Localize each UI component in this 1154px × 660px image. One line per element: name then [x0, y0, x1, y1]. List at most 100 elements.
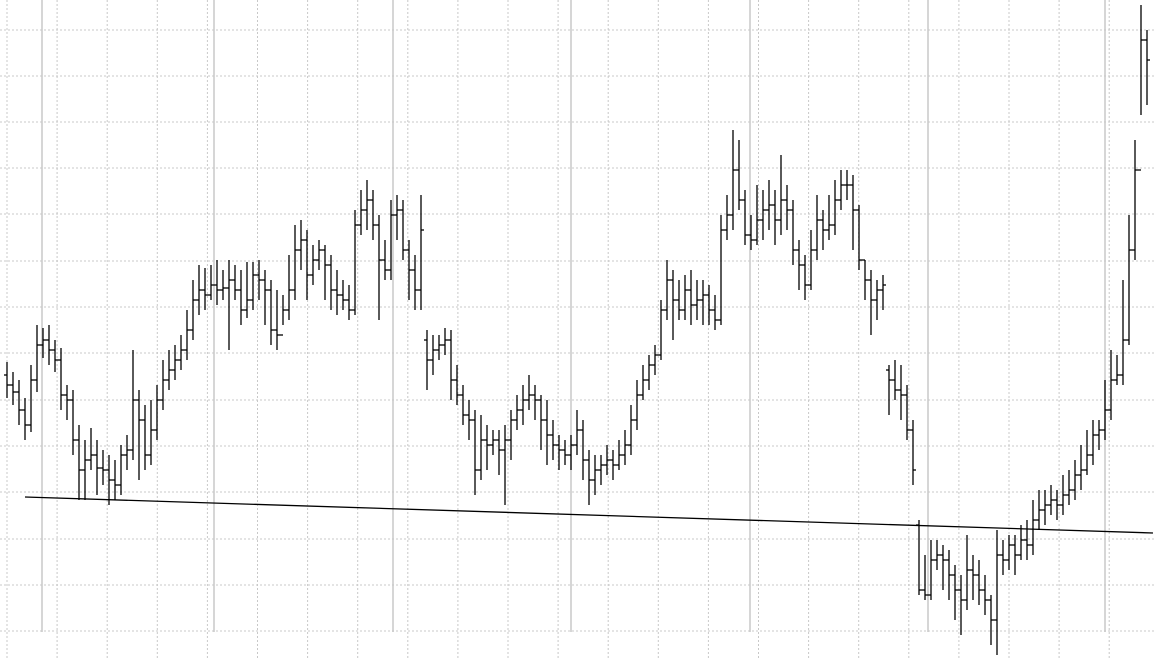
ohlc-bar — [778, 155, 784, 235]
ohlc-bar — [316, 240, 322, 270]
ohlc-bar — [742, 190, 748, 245]
ohlc-bar — [1048, 485, 1054, 515]
ohlc-bar — [676, 280, 682, 320]
ohlc-bar — [508, 410, 514, 460]
ohlc-bar — [748, 215, 754, 250]
ohlc-bar — [238, 270, 244, 325]
ohlc-bar — [1084, 430, 1090, 475]
ohlc-bar — [892, 360, 898, 400]
ohlc-bar — [496, 430, 502, 475]
ohlc-bar — [850, 175, 856, 250]
ohlc-bar — [298, 220, 304, 270]
ohlc-bar — [592, 455, 598, 495]
ohlc-bar — [262, 270, 268, 325]
ohlc-bar — [46, 325, 52, 365]
ohlc-bar — [1000, 540, 1006, 575]
ohlc-bar — [124, 435, 130, 470]
ohlc-bar — [484, 425, 490, 470]
ohlc-bar — [604, 445, 610, 475]
ohlc-bar — [370, 190, 376, 240]
ohlc-bar — [82, 440, 88, 500]
ohlc-bar — [658, 300, 664, 360]
ohlc-bar — [502, 425, 508, 505]
ohlc-bar — [598, 455, 604, 485]
ohlc-bar — [1036, 490, 1042, 530]
ohlc-bar — [934, 540, 940, 570]
ohlc-bar — [214, 260, 220, 305]
ohlc-bar — [970, 555, 976, 600]
ohlc-bar — [160, 360, 166, 410]
ohlc-bar — [994, 530, 1000, 655]
ohlc-bar — [982, 575, 988, 615]
ohlc-bar — [574, 410, 580, 455]
ohlc-bar — [460, 385, 466, 425]
ohlc-bar — [202, 268, 208, 310]
ohlc-bar — [580, 420, 586, 480]
ohlc-bar — [868, 270, 874, 335]
ohlc-bar — [808, 230, 814, 290]
ohlc-bar — [670, 270, 676, 340]
ohlc-bar — [904, 385, 910, 440]
ohlc-bar — [358, 190, 364, 235]
ohlc-bar — [1090, 420, 1096, 465]
ohlc-bar — [898, 365, 904, 420]
ohlc-bar — [736, 140, 742, 210]
ohlc-bar — [232, 265, 238, 300]
ohlc-bar — [220, 270, 226, 300]
ohlc-bar — [58, 348, 64, 410]
ohlc-bar — [400, 200, 406, 260]
ohlc-bar — [814, 195, 820, 260]
ohlc-bar — [418, 195, 424, 310]
ohlc-bar — [250, 262, 256, 310]
ohlc-bar — [874, 280, 880, 320]
ohlc-bar — [526, 375, 532, 410]
ohlc-bar — [1030, 500, 1036, 555]
ohlc-bar — [178, 335, 184, 370]
ohlc-bar — [10, 372, 16, 405]
ohlc-bar — [694, 280, 700, 320]
ohlc-bar — [310, 245, 316, 285]
ohlc-bar — [952, 565, 958, 620]
ohlc-bar — [664, 260, 670, 320]
ohlc-bar — [700, 280, 706, 325]
ohlc-bar — [172, 345, 178, 380]
ohlc-bar — [856, 205, 862, 270]
ohlc-bar — [1126, 215, 1132, 345]
ohlc-bar — [652, 345, 658, 375]
ohlc-bar — [1114, 355, 1120, 385]
ohlc-bar — [640, 365, 646, 400]
ohlc-bar — [304, 230, 310, 300]
ohlc-bar — [616, 440, 622, 470]
ohlc-bar — [142, 405, 148, 470]
ohlc-bar — [556, 435, 562, 470]
ohlc-bar — [1096, 420, 1102, 450]
ohlc-bar — [1042, 490, 1048, 525]
ohlc-bar — [34, 325, 40, 392]
ohlc-bar — [964, 535, 970, 610]
ohlc-bar — [946, 550, 952, 600]
ohlc-bar — [1132, 140, 1138, 260]
ohlc-bar — [634, 380, 640, 430]
ohlc-bar — [346, 285, 352, 320]
ohlc-bar — [148, 400, 154, 465]
ohlc-bar — [610, 450, 616, 480]
ohlc-bar — [226, 260, 232, 350]
ohlc-bar — [76, 425, 82, 500]
ohlc-bar — [190, 280, 196, 340]
ohlc-bar — [352, 210, 358, 315]
ohlc-bar — [712, 295, 718, 330]
ohlc-bar — [430, 335, 436, 375]
ohlc-bar — [520, 385, 526, 425]
ohlc-bar — [256, 260, 262, 300]
ohlc-bar — [286, 255, 292, 320]
ohlc-bar — [754, 185, 760, 245]
ohlc-bar — [388, 200, 394, 280]
ohlc-bar — [544, 400, 550, 465]
ohlc-bar — [1066, 470, 1072, 505]
ohlc-bar — [184, 310, 190, 360]
ohlc-bar — [118, 445, 124, 495]
ohlc-bar — [466, 400, 472, 440]
ohlc-bar — [328, 255, 334, 310]
ohlc-bar — [244, 262, 250, 318]
